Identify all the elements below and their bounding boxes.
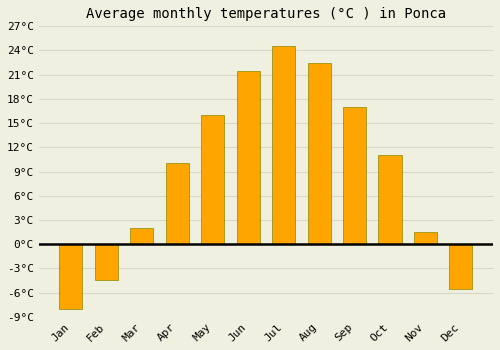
Bar <box>378 155 402 244</box>
Bar <box>272 47 295 244</box>
Bar <box>201 115 224 244</box>
Bar <box>60 244 82 309</box>
Bar <box>130 228 154 244</box>
Title: Average monthly temperatures (°C ) in Ponca: Average monthly temperatures (°C ) in Po… <box>86 7 446 21</box>
Bar <box>414 232 437 244</box>
Bar <box>236 71 260 244</box>
Bar <box>343 107 366 244</box>
Bar <box>166 163 189 244</box>
Bar <box>450 244 472 288</box>
Bar <box>95 244 118 280</box>
Bar <box>308 63 330 244</box>
